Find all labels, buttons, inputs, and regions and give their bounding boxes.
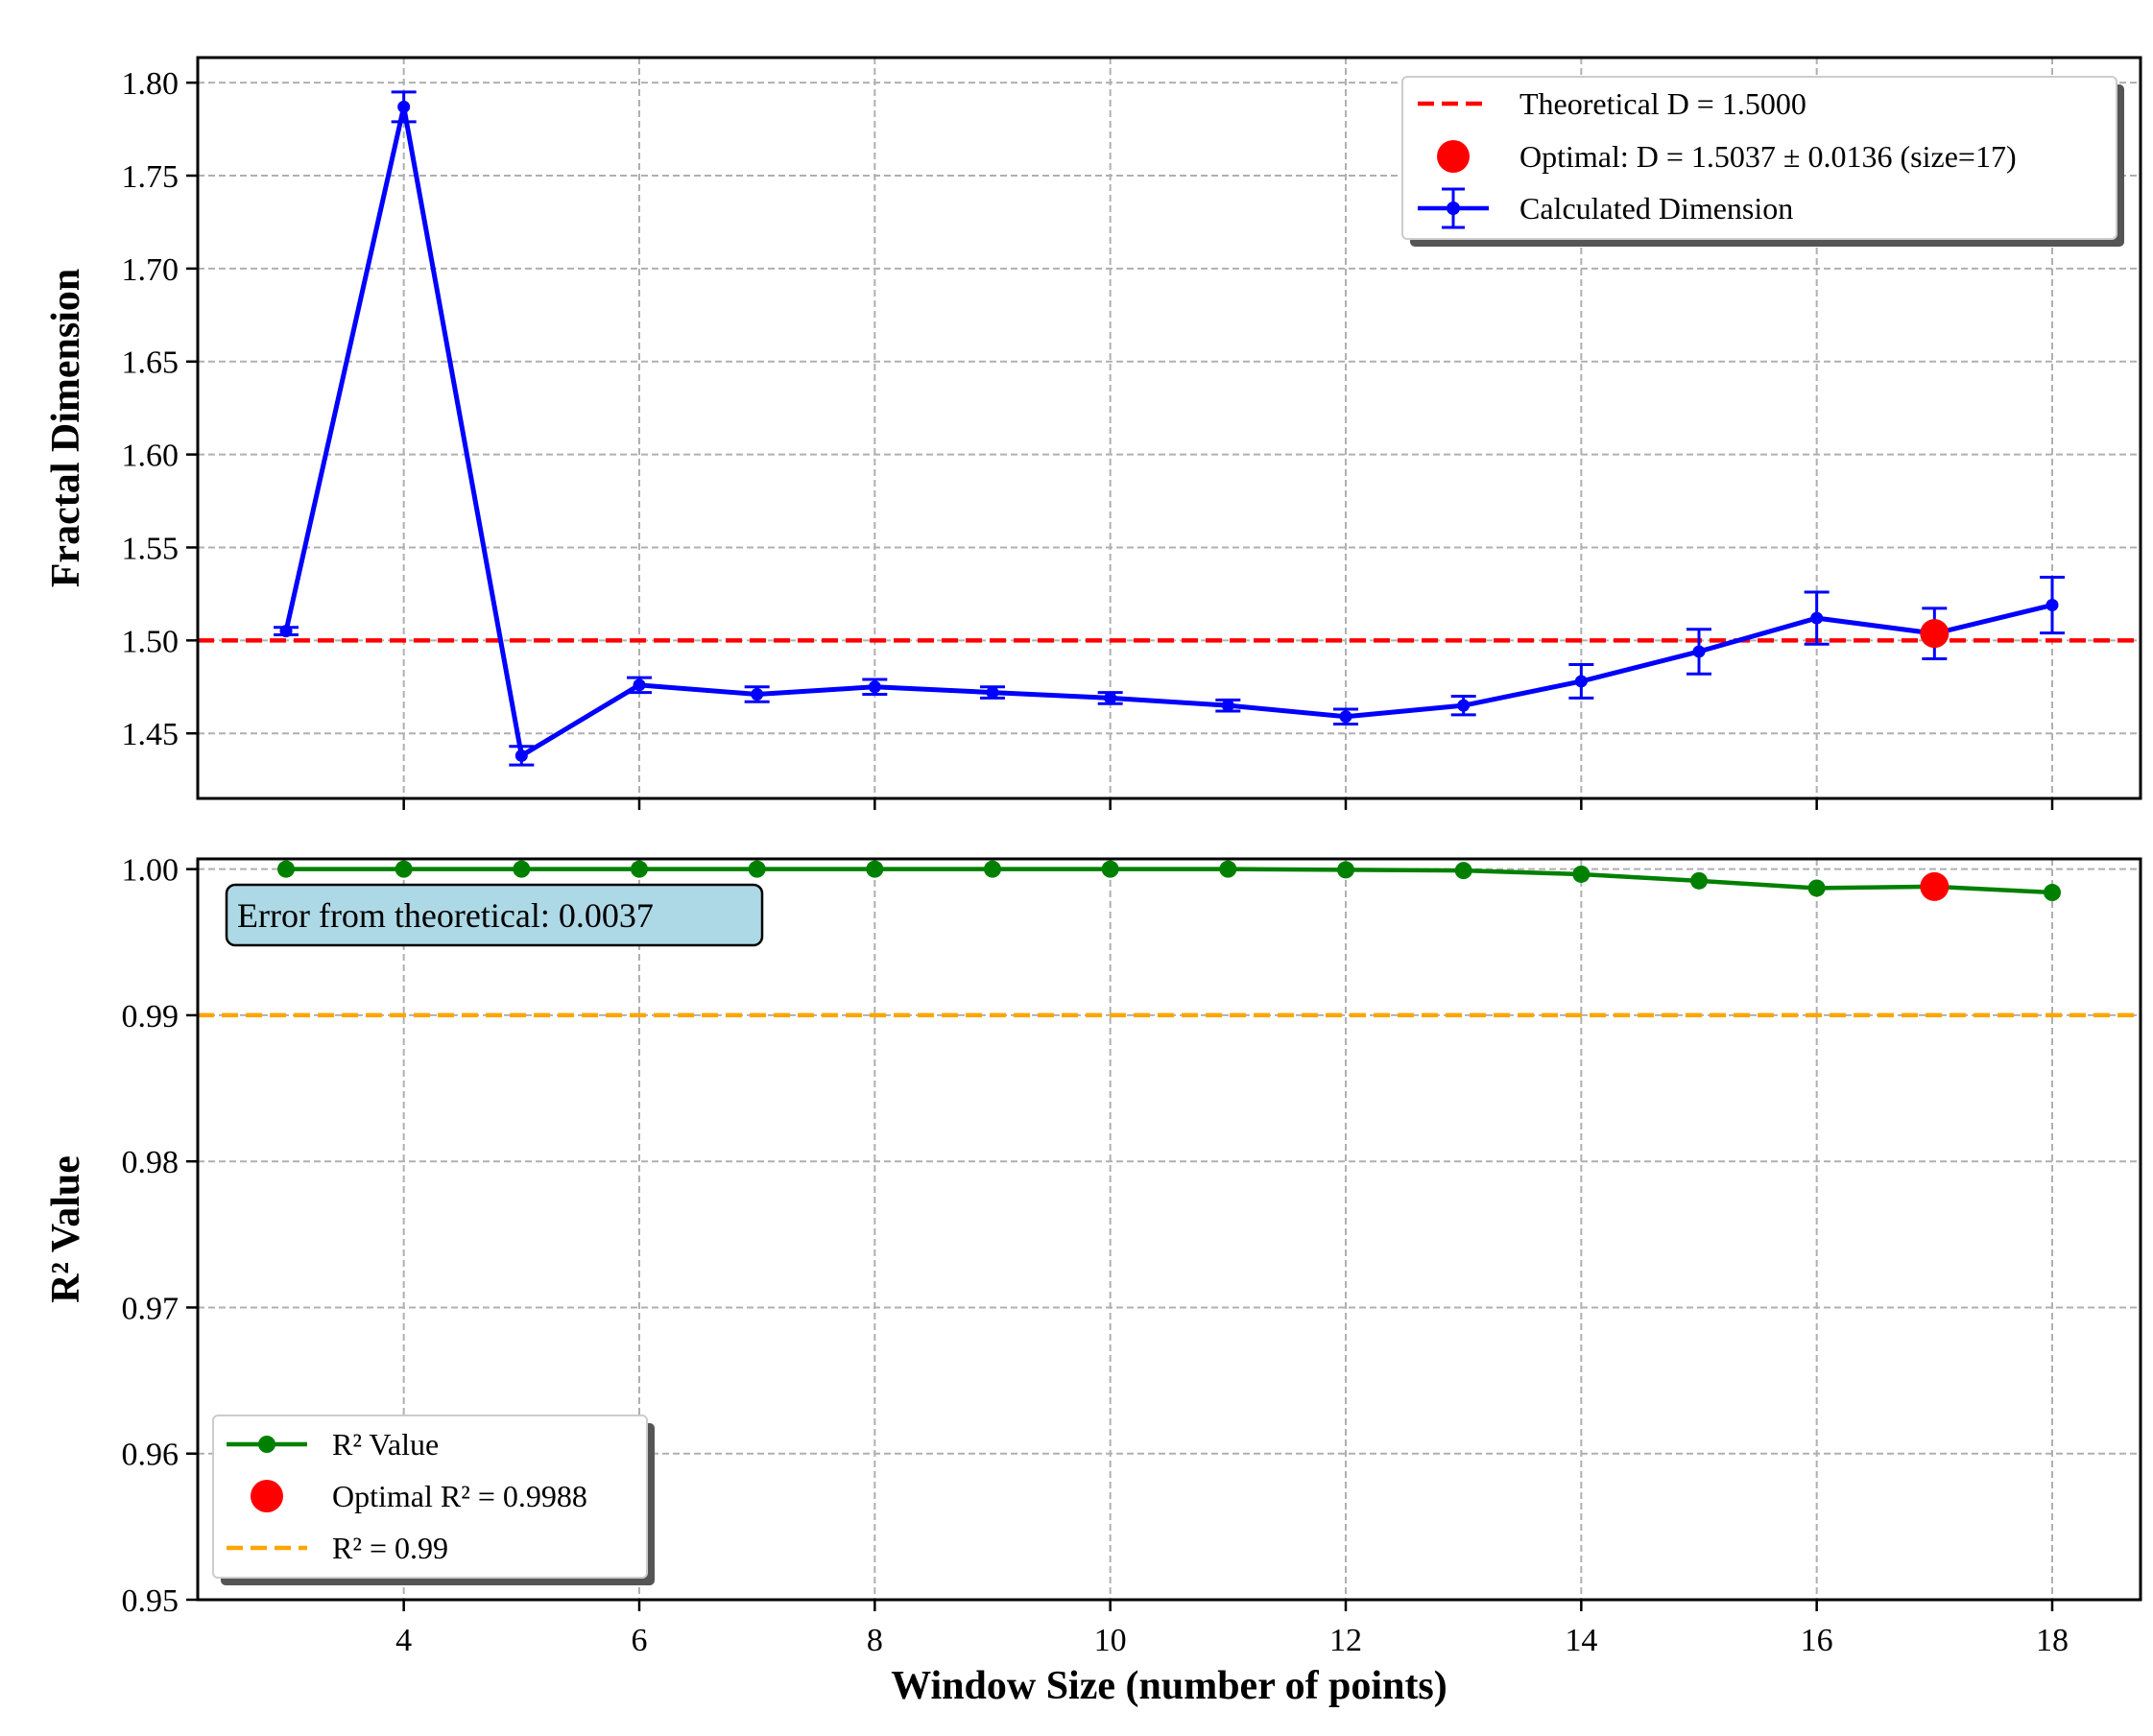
data-point xyxy=(1692,645,1706,658)
legend-r2-swatch-marker xyxy=(258,1436,275,1453)
data-point xyxy=(631,860,648,878)
data-point xyxy=(984,860,1001,878)
y-axis-label-bottom: R² Value xyxy=(44,1155,88,1303)
x-tick-label: 8 xyxy=(867,1623,883,1658)
data-point xyxy=(1219,860,1237,878)
legend-calculated-swatch-marker xyxy=(1447,202,1460,215)
error-annotation-text: Error from theoretical: 0.0037 xyxy=(237,896,654,935)
data-point xyxy=(866,860,884,878)
y-tick-label: 0.97 xyxy=(122,1291,179,1326)
x-ticks-top xyxy=(402,798,2054,810)
data-point xyxy=(2044,884,2061,902)
data-point xyxy=(633,678,646,692)
data-point xyxy=(2045,599,2059,612)
x-tick-label: 6 xyxy=(632,1623,648,1658)
data-point xyxy=(1101,860,1119,878)
data-point xyxy=(514,749,528,762)
legend-bottom: R² Value Optimal R² = 0.9988 R² = 0.99 xyxy=(212,1415,655,1585)
y-tick-label: 0.96 xyxy=(122,1438,179,1473)
x-tick-label: 16 xyxy=(1801,1623,1833,1658)
data-point xyxy=(1221,699,1234,712)
legend-top: Theoretical D = 1.5000 Optimal: D = 1.50… xyxy=(1401,76,2124,247)
data-point xyxy=(1337,861,1354,879)
error-annotation-box xyxy=(225,883,764,947)
x-tick-label: 4 xyxy=(395,1623,412,1658)
data-point xyxy=(397,100,411,113)
x-ticks-bottom: 4 6 8 10 12 14 16 18 xyxy=(395,1600,2069,1658)
legend-optimal-swatch xyxy=(1437,140,1470,173)
y-tick-label: 1.50 xyxy=(122,624,179,659)
axes-frame-bottom xyxy=(196,857,2142,1602)
data-point xyxy=(1807,879,1826,897)
y-tick-label: 1.70 xyxy=(122,252,179,288)
y-axis-label-top: Fractal Dimension xyxy=(44,269,88,587)
data-point xyxy=(1810,611,1824,625)
legend-optimal-r2-swatch xyxy=(251,1480,283,1512)
y-tick-label: 0.99 xyxy=(122,999,179,1034)
x-axis-label: Window Size (number of points) xyxy=(891,1664,1447,1708)
data-point xyxy=(868,680,881,694)
data-point xyxy=(1457,699,1471,712)
data-point xyxy=(751,688,764,702)
y-ticks-bottom: 0.95 0.96 0.97 0.98 0.99 1.00 xyxy=(122,853,198,1619)
y-tick-label: 0.95 xyxy=(122,1583,179,1619)
series-line xyxy=(283,104,2053,758)
data-point xyxy=(277,860,295,878)
error-annotation: Error from theoretical: 0.0037 xyxy=(225,883,764,947)
legend-calculated-label: Calculated Dimension xyxy=(1519,191,1793,226)
y-tick-label: 1.65 xyxy=(122,345,179,381)
data-point xyxy=(1104,691,1117,704)
legend-r2-label: R² Value xyxy=(332,1427,439,1462)
y-tick-label: 1.55 xyxy=(122,531,179,566)
x-tick-label: 18 xyxy=(2036,1623,2069,1658)
data-point xyxy=(1572,865,1591,883)
data-point xyxy=(1690,871,1708,890)
r2-panel: 0.95 0.96 0.97 0.98 0.99 1.00 4 6 8 10 12 14 16 18 R… xyxy=(44,853,2142,1708)
y-tick-label: 1.80 xyxy=(122,66,179,102)
data-point xyxy=(1339,710,1352,724)
fractal-dimension-panel: 1.45 1.50 1.55 1.60 1.65 1.70 1.75 1.80 Fractal… xyxy=(44,56,2142,810)
data-point xyxy=(513,860,531,878)
y-tick-label: 1.00 xyxy=(122,853,179,889)
data-point xyxy=(1454,862,1472,880)
y-tick-label: 1.45 xyxy=(122,717,179,752)
optimal-r2-marker xyxy=(1920,871,1950,901)
legend-theoretical-label: Theoretical D = 1.5000 xyxy=(1519,86,1806,121)
y-ticks-top: 1.45 1.50 1.55 1.60 1.65 1.70 1.75 1.80 xyxy=(122,66,198,752)
legend-optimal-r2-label: Optimal R² = 0.9988 xyxy=(332,1479,587,1513)
data-point xyxy=(748,860,766,878)
series-line xyxy=(286,867,2053,895)
legend-box xyxy=(1401,76,2117,240)
data-point xyxy=(395,860,413,878)
x-tick-label: 10 xyxy=(1094,1623,1127,1658)
y-tick-label: 1.60 xyxy=(122,439,179,474)
data-point xyxy=(279,625,293,638)
y-tick-label: 1.75 xyxy=(122,159,179,195)
axes-frame-top xyxy=(196,56,2142,800)
legend-threshold-label: R² = 0.99 xyxy=(332,1531,448,1565)
legend-optimal-label: Optimal: D = 1.5037 ± 0.0136 (size=17) xyxy=(1519,139,2017,174)
x-tick-label: 12 xyxy=(1329,1623,1362,1658)
x-tick-label: 14 xyxy=(1565,1623,1597,1658)
y-tick-label: 0.98 xyxy=(122,1145,179,1180)
data-point xyxy=(986,686,999,700)
optimal-point-marker xyxy=(1920,619,1950,649)
legend-box xyxy=(212,1415,648,1579)
data-point xyxy=(1574,675,1588,688)
